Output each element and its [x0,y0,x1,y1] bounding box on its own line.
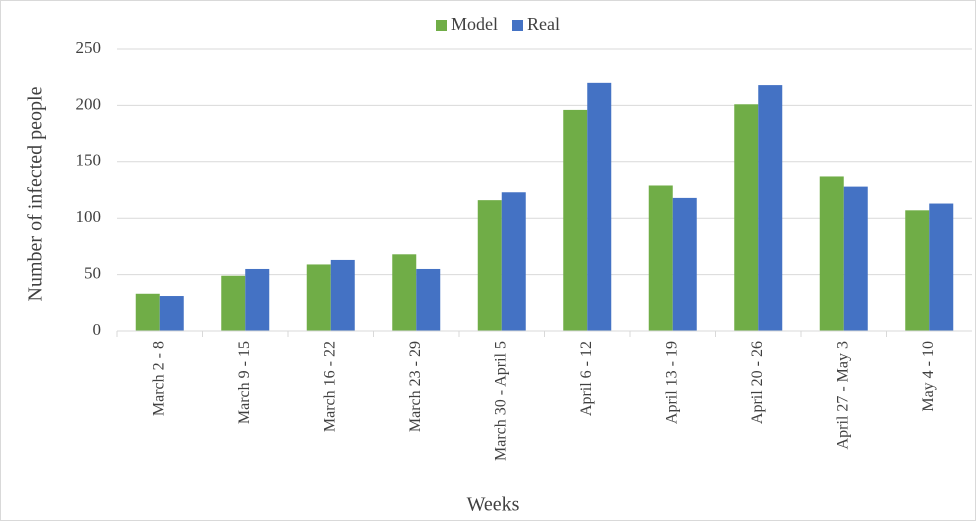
bar [501,192,526,331]
x-tick-label: March 23 - 29 [407,341,424,432]
y-tick-label: 50 [84,264,101,283]
x-tick-label: March 9 - 15 [236,341,253,424]
bar [392,254,417,331]
x-tick-label: April 6 - 12 [578,341,595,416]
x-tick-label: March 2 - 8 [150,341,167,416]
x-tick-label: April 13 - 19 [663,341,680,424]
bar [758,85,783,331]
x-tick-label: April 27 - May 3 [834,341,851,449]
bar [843,186,868,331]
legend-label: Model [451,14,498,34]
legend-swatch [512,20,523,31]
bar [563,109,588,331]
x-tick-label: April 20 - 26 [749,341,766,424]
y-tick-label: 150 [76,151,102,170]
bar [672,197,697,331]
bar [221,275,246,331]
y-tick-label: 250 [76,38,102,57]
legend-swatch [436,20,447,31]
x-tick-label: March 30 - April 5 [492,341,509,461]
legend-label: Real [527,14,560,34]
bar [587,82,612,331]
bar [159,296,184,331]
y-axis-label: Number of infected people [25,86,47,301]
y-tick-label: 200 [76,94,102,113]
x-tick-label: May 4 - 10 [920,341,937,412]
bar [929,203,954,331]
bar [819,176,844,331]
bar [734,104,759,331]
x-tick-label: March 16 - 22 [321,341,338,432]
y-tick-label: 100 [76,207,102,226]
bar [416,268,441,331]
x-axis-label: Weeks [467,494,520,516]
bar [330,259,355,331]
bar [245,268,270,331]
bar [306,264,331,331]
bar [648,185,673,331]
y-tick-label: 0 [93,320,102,339]
bar [135,293,160,331]
bar [477,200,502,331]
bar [905,210,930,331]
